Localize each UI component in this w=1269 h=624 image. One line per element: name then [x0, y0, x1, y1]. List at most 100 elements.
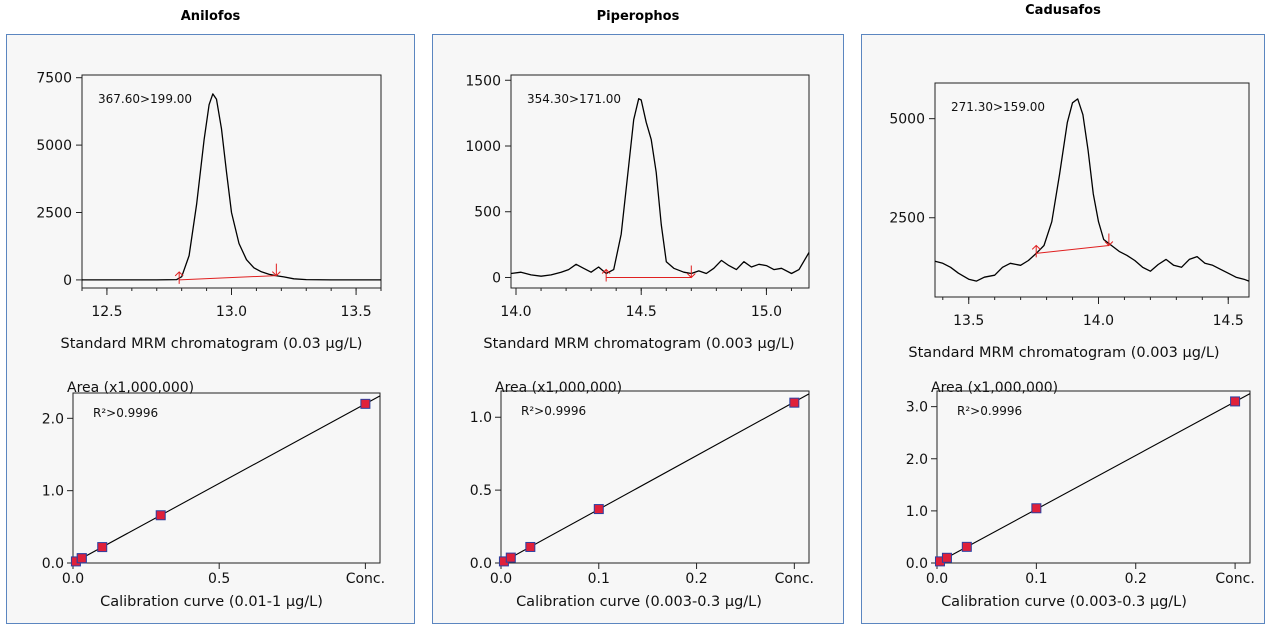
calibration-y-label: Area (x1,000,000)	[67, 380, 194, 396]
chromatogram-caption: Standard MRM chromatogram (0.003 µg/L)	[483, 336, 794, 352]
calibration-point	[525, 541, 536, 552]
y-tick-label: 0	[63, 273, 72, 289]
x-tick-label: 12.5	[91, 304, 122, 320]
x-tick-label: 0.0	[62, 571, 84, 587]
x-tick-label: 0.0	[490, 571, 512, 587]
peak-start-arrow	[174, 271, 184, 284]
chromatogram-trace	[510, 98, 810, 277]
calibration-y-label: Area (x1,000,000)	[931, 380, 1058, 396]
x-tick-label: 0.5	[208, 571, 230, 587]
x-tick-label: 0.2	[1125, 571, 1147, 587]
calibration-point	[789, 397, 800, 408]
calibration-fit-line	[936, 393, 1251, 564]
x-tick-label: 14.0	[1083, 313, 1114, 329]
baseline-line	[179, 275, 277, 281]
panel-piperophos: 0 500 1000 1500 14.0 14.5 15.0 354.30>171.00 Sta…	[432, 34, 844, 624]
x-tick-label: 14.5	[1213, 313, 1244, 329]
r-squared-label: R²>0.9996	[521, 404, 586, 418]
baseline-line	[1036, 244, 1109, 254]
y-tick-label: 0.0	[906, 556, 928, 572]
transition-label: 354.30>171.00	[527, 92, 621, 106]
chromatogram-caption: Standard MRM chromatogram (0.03 µg/L)	[61, 336, 363, 352]
calibration-point	[155, 510, 166, 521]
calibration-fit-line	[500, 393, 810, 564]
peak-end-arrow	[271, 263, 281, 277]
y-tick-label: 1.0	[906, 504, 928, 520]
x-tick-label: Conc.	[775, 571, 814, 587]
peak-start-arrow	[1031, 244, 1041, 258]
panel-anilofos: 0 2500 5000 7500 12.5 13.0 13.5 367.60>199.00 St…	[6, 34, 415, 624]
calibration-point	[505, 552, 516, 563]
calibration-point	[961, 541, 972, 552]
y-tick-label: 1.0	[470, 410, 492, 426]
y-tick-label: 1.0	[42, 484, 64, 500]
calibration-y-label: Area (x1,000,000)	[495, 380, 622, 396]
calibration-point	[593, 504, 604, 515]
calibration-fit-line	[72, 395, 381, 564]
y-tick-label: 2500	[36, 206, 72, 222]
calibration-caption: Calibration curve (0.01-1 µg/L)	[100, 594, 323, 610]
calibration-point	[97, 542, 108, 553]
x-tick-label: 0.2	[685, 571, 707, 587]
calibration-plot: Area (x1,000,000) 0.0 1.0 2.0 3.0 0.0 0.1 0.2 Co…	[906, 380, 1255, 610]
peak-end-arrow	[1104, 233, 1114, 247]
x-tick-label: 0.1	[1025, 571, 1047, 587]
y-tick-label: 0.0	[470, 556, 492, 572]
x-tick-label: Conc.	[346, 571, 385, 587]
panel-title-cadusafos: Cadusafos	[1025, 3, 1101, 18]
calibration-point	[1230, 396, 1241, 407]
chromatogram-frame	[81, 74, 382, 289]
calibration-point	[1031, 503, 1042, 514]
panel-title-piperophos: Piperophos	[596, 9, 680, 24]
chromatogram-plot: 0 500 1000 1500 14.0 14.5 15.0 354.30>171.00 Sta…	[465, 73, 810, 352]
chromatogram-piperophos: 0 500 1000 1500 14.0 14.5 15.0 354.30>171.00 Sta…	[465, 73, 814, 610]
x-tick-label: Conc.	[1215, 571, 1254, 587]
y-tick-label: 7500	[36, 71, 72, 87]
chromatogram-cadusafos: 2500 5000 13.5 14.0 14.5 271.30>159.00 Standar…	[889, 82, 1255, 610]
calibration-point	[941, 552, 952, 563]
calibration-plot: Area (x1,000,000) 0.0 0.5 1.0 0.0 0.1 0.2 Conc.…	[470, 380, 814, 610]
x-tick-label: 14.5	[626, 304, 657, 320]
chromatogram-frame	[934, 82, 1250, 298]
x-tick-label: 13.5	[953, 313, 984, 329]
y-tick-label: 2.0	[906, 452, 928, 468]
calibration-point	[360, 398, 371, 409]
chromatogram-anilofos: 0 2500 5000 7500 12.5 13.0 13.5 367.60>199.00 St…	[36, 71, 385, 610]
transition-label: 271.30>159.00	[951, 100, 1045, 114]
chromatogram-caption: Standard MRM chromatogram (0.003 µg/L)	[908, 345, 1219, 361]
calibration-caption: Calibration curve (0.003-0.3 µg/L)	[941, 594, 1187, 610]
x-tick-label: 13.0	[216, 304, 247, 320]
panel-title-anilofos: Anilofos	[180, 9, 241, 24]
chromatogram-plot: 2500 5000 13.5 14.0 14.5 271.30>159.00 Standar…	[889, 82, 1250, 361]
x-tick-label: 0.0	[926, 571, 948, 587]
y-tick-label: 3.0	[906, 400, 928, 416]
y-tick-label: 5000	[36, 138, 72, 154]
y-tick-label: 1000	[465, 139, 501, 155]
calibration-frame	[500, 390, 810, 564]
chromatogram-trace	[934, 98, 1250, 282]
x-tick-label: 15.0	[751, 304, 782, 320]
r-squared-label: R²>0.9996	[957, 404, 1022, 418]
calibration-point	[76, 553, 87, 564]
x-tick-label: 13.5	[340, 304, 371, 320]
chromatogram-plot: 0 2500 5000 7500 12.5 13.0 13.5 367.60>199.00 St…	[36, 71, 382, 352]
y-tick-label: 0.5	[470, 483, 492, 499]
peak-start-arrow	[601, 268, 611, 282]
calibration-frame	[72, 392, 381, 564]
transition-label: 367.60>199.00	[98, 92, 192, 106]
y-tick-label: 500	[474, 205, 501, 221]
chromatogram-frame	[510, 74, 810, 289]
y-tick-label: 0	[492, 270, 501, 286]
y-tick-label: 5000	[889, 112, 925, 128]
calibration-caption: Calibration curve (0.003-0.3 µg/L)	[516, 594, 762, 610]
calibration-plot: Area (x1,000,000) 0.0 1.0 2.0 0.0 0.5 Conc. R²>…	[42, 380, 385, 610]
y-tick-label: 0.0	[42, 556, 64, 572]
peak-end-arrow	[686, 265, 696, 279]
y-tick-label: 2.0	[42, 411, 64, 427]
y-tick-label: 2500	[889, 211, 925, 227]
chromatogram-trace	[82, 93, 381, 281]
r-squared-label: R²>0.9996	[93, 406, 158, 420]
panel-cadusafos: 2500 5000 13.5 14.0 14.5 271.30>159.00 Standar…	[861, 34, 1265, 624]
calibration-frame	[936, 390, 1251, 564]
y-tick-label: 1500	[465, 73, 501, 89]
